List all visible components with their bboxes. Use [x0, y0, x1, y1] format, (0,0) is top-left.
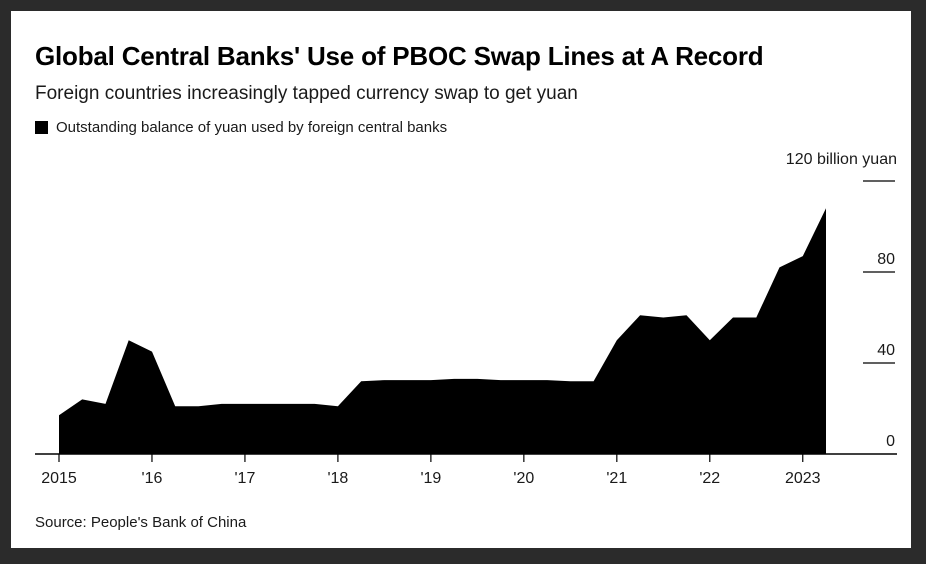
x-tick-label-2021: '21	[606, 470, 627, 487]
x-tick-label-2016: '16	[142, 470, 163, 487]
chart-title: Global Central Banks' Use of PBOC Swap L…	[35, 41, 764, 71]
x-tick-label-2019: '19	[420, 470, 441, 487]
area-series	[59, 208, 826, 454]
x-tick-label-2017: '17	[235, 470, 256, 487]
chart-subtitle: Foreign countries increasingly tapped cu…	[35, 83, 578, 104]
chart-card: Global Central Banks' Use of PBOC Swap L…	[11, 11, 911, 548]
legend-label: Outstanding balance of yuan used by fore…	[56, 119, 448, 136]
y-tick-label-40: 40	[877, 342, 895, 359]
x-tick-label-2023: 2023	[785, 470, 821, 487]
source-note: Source: People's Bank of China	[35, 514, 247, 531]
x-tick-label-2015: 2015	[41, 470, 77, 487]
y-tick-label-80: 80	[877, 251, 895, 268]
x-tick-label-2020: '20	[513, 470, 534, 487]
legend-swatch	[35, 121, 48, 134]
x-tick-label-2018: '18	[327, 470, 348, 487]
x-tick-label-2022: '22	[699, 470, 720, 487]
y-tick-label-0: 0	[886, 433, 895, 450]
chart-legend: Outstanding balance of yuan used by fore…	[35, 119, 447, 136]
area-chart: 0 40 80 2015 '16 '17 '18 '19 '20 '21 '22 2023	[35, 180, 897, 487]
y-axis-unit-label: 120 billion yuan	[785, 151, 897, 168]
